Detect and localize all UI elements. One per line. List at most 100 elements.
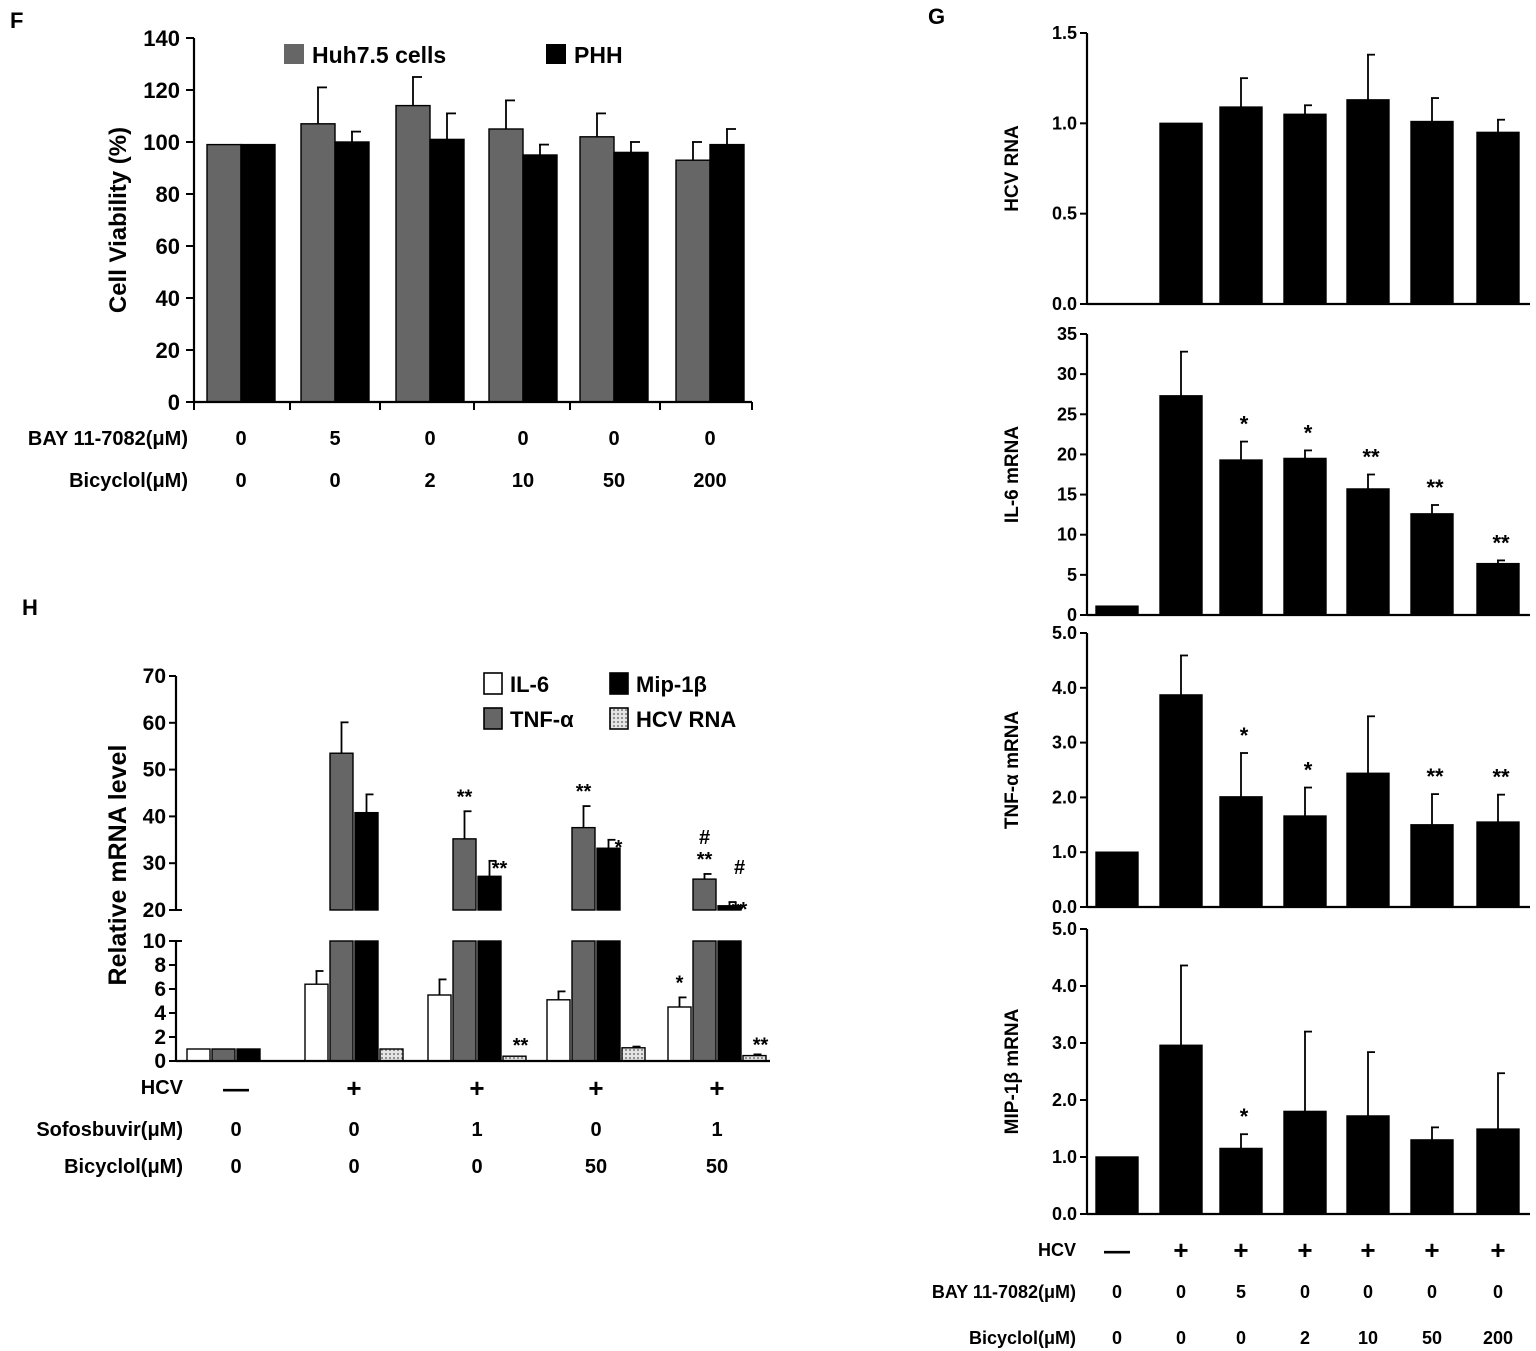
g2-ytick-label-3: 3.0 [1052,733,1077,753]
h-bar-lower-2-3 [596,940,621,1062]
g1-sig-4: ** [1362,445,1380,470]
h-condition-0-0: — [223,1073,249,1103]
f-condition-0-4: 0 [608,428,619,450]
h-bar-upper-2-2 [477,875,502,911]
f-bar-1-5 [709,143,745,403]
h-bar-lower-1-4 [692,940,717,1062]
h-condition-2-0: 0 [230,1156,241,1178]
f-bar-1-4 [613,151,649,403]
g2-bar-4 [1346,772,1390,908]
f-bar-1-0 [240,143,276,403]
h-condition-2-2: 0 [471,1156,482,1178]
g-condition-2-2: 0 [1236,1328,1246,1348]
g1-ytick-label-4: 20 [1057,444,1077,464]
h-ytick-upper-label-4: 60 [143,712,166,735]
g1-ytick-label-3: 15 [1057,485,1077,505]
h-bar-2-0 [236,1048,261,1062]
g-condition-0-1: + [1173,1235,1188,1265]
g1-bar-0 [1095,605,1139,616]
panel-letter-f: F [10,8,23,33]
g3-ytick-label-4: 4.0 [1052,976,1077,996]
g3-ytick-label-0: 0.0 [1052,1204,1077,1224]
h-legend-label-2: Mip-1β [636,672,707,697]
h-sig-3-4: ** [753,1035,769,1057]
f-bar-0-1 [300,123,336,403]
g1-sig-6: ** [1492,530,1510,555]
g1-ytick-label-7: 35 [1057,324,1077,344]
h-bar-1-0 [211,1048,236,1062]
g-condition-1-0: 0 [1112,1282,1122,1302]
h-ytick-lower-label-0: 0 [154,1050,166,1073]
g3-bar-4 [1346,1115,1390,1215]
h-ytick-lower-label-3: 6 [154,978,166,1001]
g2-y-axis-label: TNF-α mRNA [1002,711,1023,830]
h-condition-label-0: HCV [141,1077,184,1099]
panel-letter-h: H [22,595,38,620]
g1-bar-2 [1219,459,1263,616]
g3-ytick-label-2: 2.0 [1052,1090,1077,1110]
h-bar-lower-1-3 [571,940,596,1062]
h-bar-upper-1-3 [571,826,596,911]
h-sig-1-3: ** [576,781,592,803]
h-ytick-upper-label-5: 70 [143,665,166,688]
g1-bar-6 [1476,562,1520,616]
g0-bar-3 [1283,113,1327,305]
h-condition-label-1: Sofosbuvir(μM) [36,1119,183,1141]
g2-ytick-label-5: 5.0 [1052,623,1077,643]
g1-y-axis-label: IL-6 mRNA [1002,426,1023,523]
f-bar-0-3 [488,128,524,403]
h-legend-swatch-3 [609,707,629,730]
g-condition-2-6: 200 [1483,1328,1513,1348]
legend-label-f-0: Huh7.5 cells [312,42,446,68]
f-y-axis-label: Cell Viability (%) [105,127,132,313]
g-condition-1-3: 0 [1300,1282,1310,1302]
g3-sig-2: * [1240,1104,1249,1129]
g2-bar-1 [1159,694,1203,908]
h-ytick-lower-label-1: 2 [154,1026,166,1049]
g-condition-0-0: — [1104,1235,1130,1265]
f-bar-0-2 [395,104,431,403]
h-bar-upper-1-2 [452,838,477,911]
h-bar-3-1 [379,1048,404,1062]
f-condition-1-1: 0 [329,470,340,492]
g1-sig-5: ** [1426,475,1444,500]
h-legend-swatch-1 [483,707,503,730]
f-ytick-label-0: 0 [168,390,180,415]
h-condition-2-4: 50 [706,1156,728,1178]
h-condition-0-3: + [588,1073,603,1103]
h-condition-label-2: Bicyclol(μM) [64,1156,183,1178]
f-condition-0-3: 0 [517,428,528,450]
f-condition-label-0: BAY 11-7082(μM) [28,428,188,450]
legend-swatch-huh7-5-cells [284,44,304,64]
g2-sig-6: ** [1492,765,1510,790]
g2-ytick-label-2: 2.0 [1052,787,1077,807]
h-legend-swatch-0 [483,672,503,695]
g2-ytick-label-0: 0.0 [1052,897,1077,917]
h-condition-0-2: + [469,1073,484,1103]
h-bar-0-0 [186,1048,211,1062]
h-condition-2-3: 50 [585,1156,607,1178]
f-ytick-label-3: 60 [156,234,180,259]
g0-bar-2 [1219,106,1263,305]
g2-sig-5: ** [1426,764,1444,789]
g0-ytick-label-2: 1.0 [1052,113,1077,133]
f-condition-0-5: 0 [704,428,715,450]
f-bar-1-2 [429,138,465,403]
h-ytick-lower-label-2: 4 [154,1002,166,1025]
g-condition-label-2: Bicyclol(μM) [969,1328,1076,1348]
h-bar-3-3 [621,1047,646,1062]
g-condition-1-5: 0 [1427,1282,1437,1302]
g2-sig-3: * [1304,758,1313,783]
h-condition-1-3: 0 [590,1119,601,1141]
g-condition-1-4: 0 [1363,1282,1373,1302]
h-condition-0-1: + [346,1073,361,1103]
g3-bar-6 [1476,1128,1520,1215]
g2-ytick-label-1: 1.0 [1052,842,1077,862]
f-ytick-label-5: 100 [143,130,180,155]
g0-ytick-label-0: 0.0 [1052,294,1077,314]
h-hash-1-4: # [699,827,710,849]
f-bar-0-0 [206,143,242,403]
h-bar-0-1 [304,983,329,1062]
h-sig-1-4: ** [697,849,713,871]
f-condition-1-2: 2 [424,470,435,492]
